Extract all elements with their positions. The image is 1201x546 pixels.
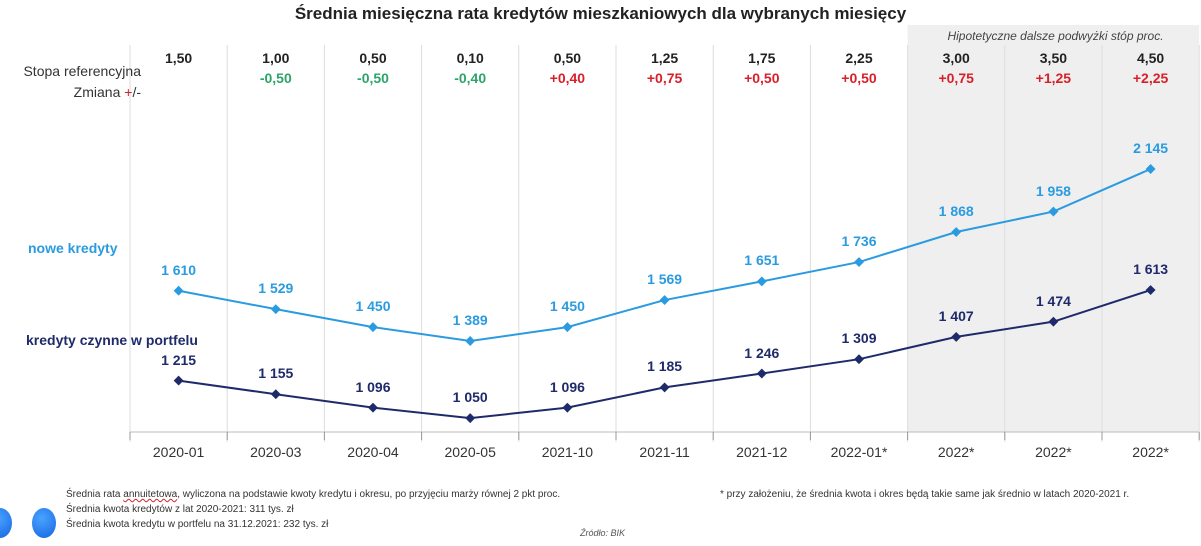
note-1-underlined: annuitetowa [123,489,178,500]
plus-sign: + [124,84,133,100]
data-label: 1 651 [744,252,780,269]
rate-value: 2,25 [845,50,873,66]
rate-value: 1,75 [748,50,776,66]
rate-change: +0,50 [744,70,780,86]
x-tick-label: 2021-10 [541,444,594,460]
rate-value: 1,00 [262,50,290,66]
data-point [465,413,476,424]
data-label: 1 958 [1035,182,1071,199]
data-point [659,382,670,393]
change-row-label: Zmiana +/- [74,84,141,100]
data-label: 1 185 [647,358,683,375]
data-point [173,285,184,296]
rate-value: 3,50 [1039,50,1068,66]
data-label: 1 610 [161,261,197,278]
data-label: 1 868 [938,203,974,220]
note-3: Średnia kwota kredytu w portfelu na 31.1… [66,519,329,530]
x-tick-label: 2020-01 [152,444,205,460]
x-tick-label: 2022-01* [830,444,888,460]
rate-change: +0,40 [549,70,586,86]
data-label: 1 096 [549,378,585,395]
hypothetical-label: Hipotetyczne dalsze podwyżki stóp proc. [947,29,1164,43]
data-label: 1 736 [841,233,877,250]
data-point [951,331,962,342]
rate-change: +0,75 [646,70,683,86]
data-label: 1 155 [258,365,294,382]
data-point [756,368,767,379]
data-label: 2 145 [1133,140,1169,156]
data-point [270,304,281,315]
note-1-post: , wyliczona na podstawie kwoty kredytu i… [177,489,561,500]
legend-new-loans: nowe kredyty [28,240,118,256]
data-label: 1 215 [161,351,197,368]
data-point [270,389,281,400]
data-label: 1 450 [549,298,585,315]
rate-change: +2,25 [1132,70,1169,86]
x-tick-label: 2022* [1132,444,1169,460]
data-point [659,295,670,305]
chart-title: Średnia miesięczna rata kredytów mieszka… [294,4,907,23]
legend-portfolio: kredyty czynne w portfelu [26,332,198,348]
x-tick-label: 2022* [1035,444,1072,460]
data-label: 1 569 [647,271,683,288]
data-point [368,322,378,333]
data-point [1145,285,1156,295]
data-label: 1 474 [1035,292,1071,309]
minus-sign: /- [132,84,141,100]
data-label: 1 050 [452,389,488,406]
data-label: 1 246 [744,344,780,361]
note-1-pre: Średnia rata [66,489,124,500]
data-point [173,375,184,386]
data-point [756,276,767,287]
rate-value: 3,00 [942,50,970,66]
rate-value: 4,50 [1136,50,1165,66]
rate-change: +0,50 [841,70,877,86]
source: Źródło: BIK [580,528,626,538]
rate-value: 0,10 [456,50,484,66]
data-label: 1 613 [1133,261,1169,278]
rate-value: 1,50 [164,50,193,66]
data-point [368,402,378,413]
rate-value: 0,50 [359,50,387,66]
data-label: 1 096 [355,378,391,395]
decorative-dot [32,508,56,538]
change-label-text: Zmiana [73,84,121,100]
data-label: 1 529 [258,280,294,297]
decorative-dot [0,508,12,538]
rate-change: +1,25 [1035,70,1072,86]
x-tick-label: 2021-11 [639,444,690,460]
hypothetical-shade [907,25,1200,432]
rate-value: 0,50 [553,50,582,66]
x-tick-label: 2020-05 [444,444,496,460]
data-point [854,354,864,365]
rate-value: 1,25 [650,50,679,66]
x-tick-label: 2022* [937,444,975,460]
data-label: 1 407 [938,307,974,324]
rate-row-label: Stopa referencyjna [23,63,141,79]
x-tick-label: 2020-04 [347,444,399,460]
data-point [465,336,476,346]
note-1: Średnia rata annuitetowa, wyliczona na p… [66,487,560,502]
data-point [1145,164,1156,174]
data-label: 1 389 [452,312,488,328]
data-point [1048,316,1059,327]
data-label: 1 309 [841,330,877,347]
rate-change: -0,40 [454,70,487,86]
rate-change: -0,50 [259,70,292,86]
data-point [562,322,573,333]
rate-change: -0,50 [357,70,389,86]
data-point [854,257,864,268]
data-point [1048,206,1059,217]
data-point [951,227,962,237]
note-2: Średnia kwota kredytów z lat 2020-2021: … [66,504,294,515]
footnote: * przy założeniu, że średnia kwota i okr… [720,489,1130,500]
x-tick-label: 2021-12 [736,444,788,460]
rate-change: +0,75 [938,70,974,86]
data-label: 1 450 [355,298,391,315]
x-tick-label: 2020-03 [250,444,302,460]
data-point [562,402,573,413]
notes: Średnia rata annuitetowa, wyliczona na p… [66,487,560,532]
